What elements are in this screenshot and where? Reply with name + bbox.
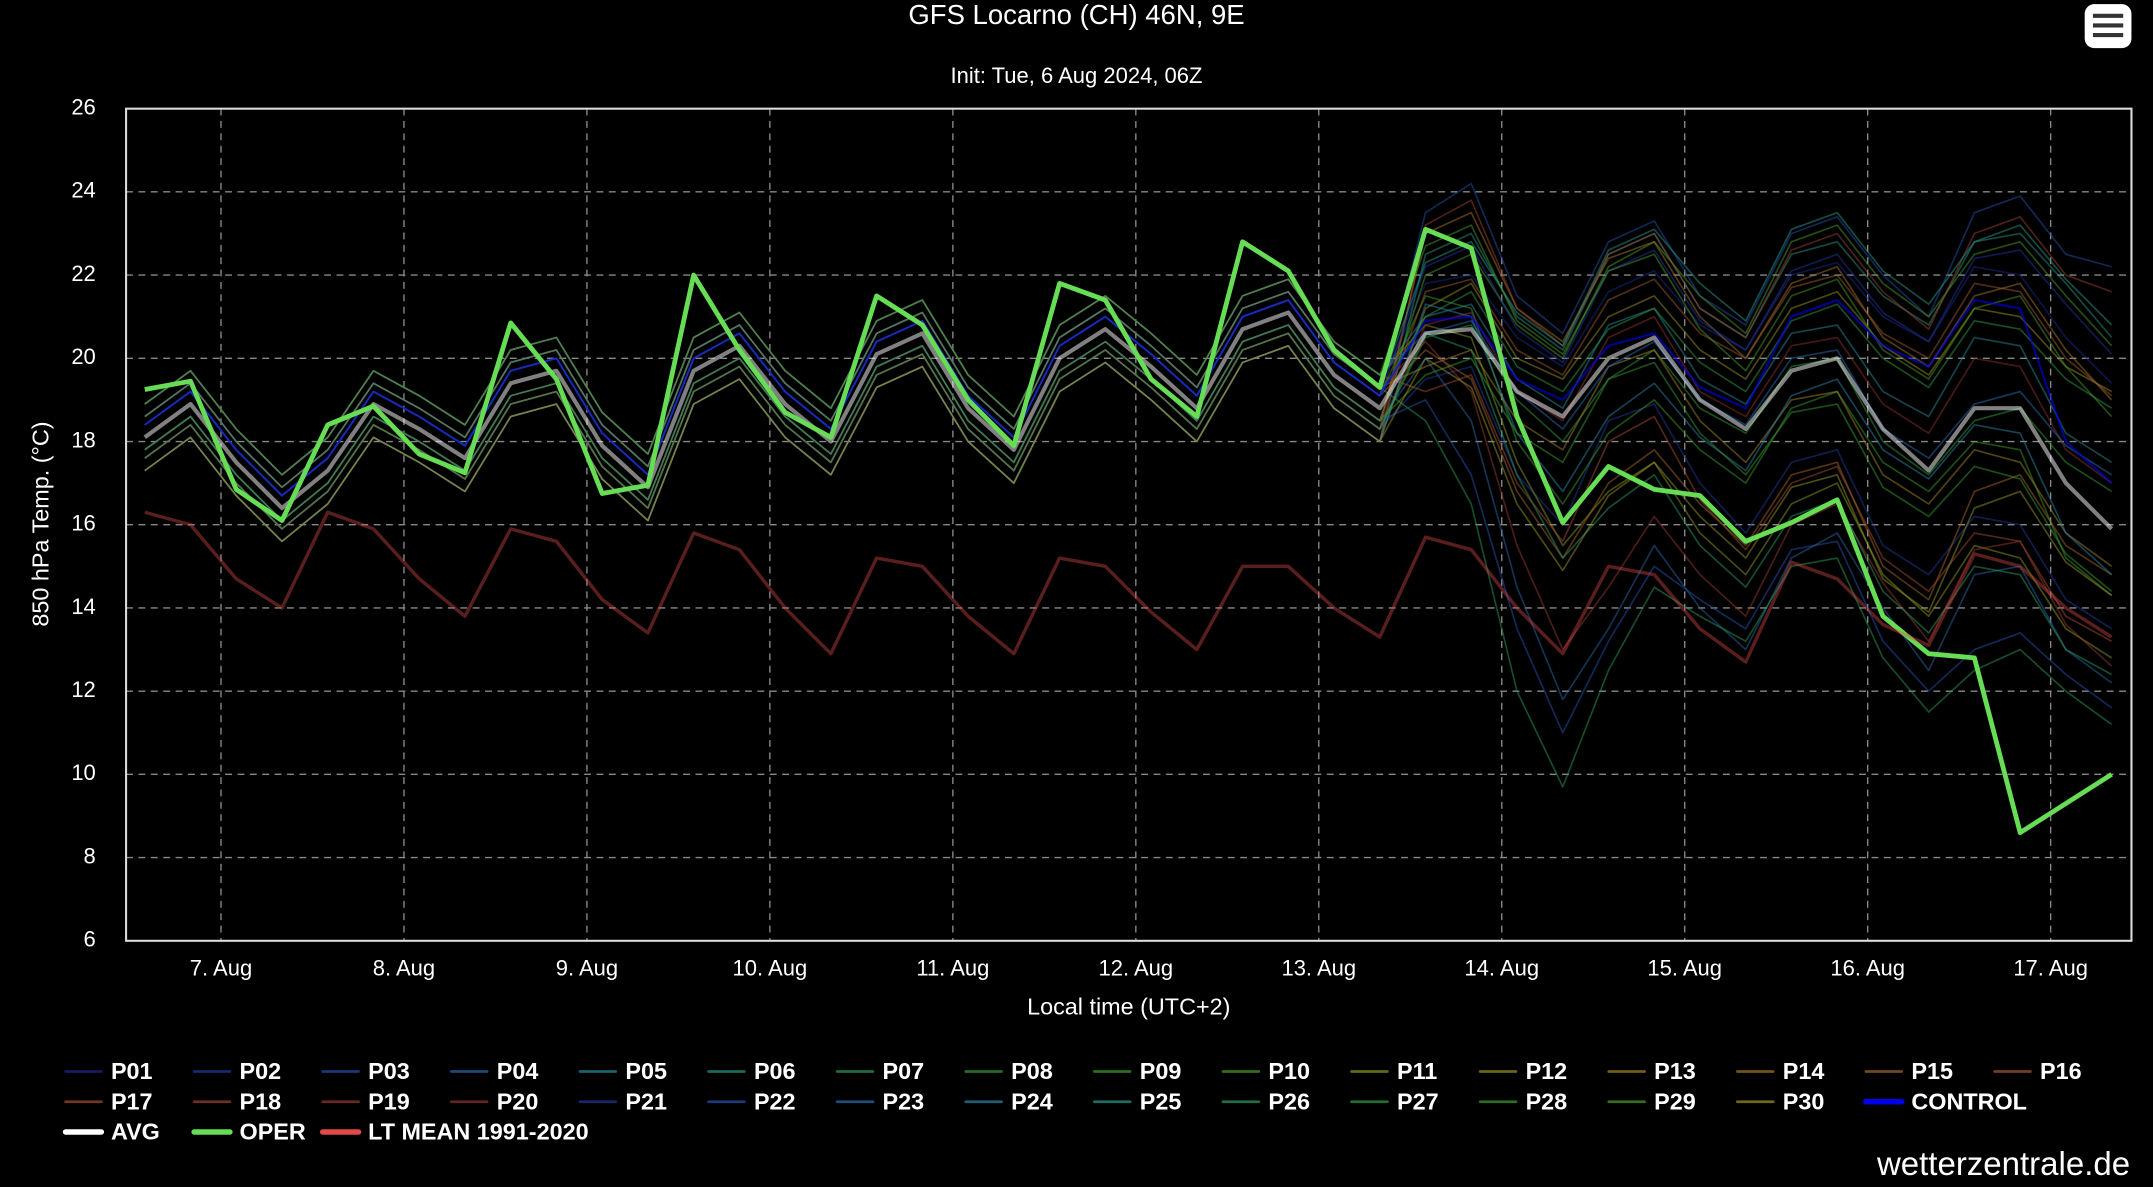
legend-label: P20 xyxy=(497,1088,539,1114)
x-axis-label: Local time (UTC+2) xyxy=(1027,993,1230,1019)
chart-subtitle: Init: Tue, 6 Aug 2024, 06Z xyxy=(951,63,1203,88)
series-line xyxy=(144,324,2113,592)
legend-label: P02 xyxy=(240,1058,282,1084)
legend-label: AVG xyxy=(111,1119,160,1145)
series-line xyxy=(144,226,2113,836)
x-tick-label: 10. Aug xyxy=(733,955,808,980)
menu-bar xyxy=(2092,13,2124,18)
legend: P01 P02 P03 P04 P05 P06 P07 P08 P09 P10 P11 P12 P13 P… xyxy=(62,1058,2082,1145)
series-line xyxy=(144,344,2113,613)
legend-label: CONTROL xyxy=(1911,1088,2027,1114)
x-tick-label: 8. Aug xyxy=(373,955,435,980)
series-line xyxy=(144,510,2113,664)
legend-label: P13 xyxy=(1654,1058,1696,1084)
legend-label: P23 xyxy=(883,1088,925,1114)
x-tick-label: 14. Aug xyxy=(1464,955,1539,980)
y-tick-label: 18 xyxy=(71,427,95,452)
legend-label: P19 xyxy=(368,1088,410,1114)
legend-label: P06 xyxy=(754,1058,796,1084)
legend-label: P10 xyxy=(1268,1058,1310,1084)
legend-label: P11 xyxy=(1397,1058,1437,1084)
x-tick-label: 12. Aug xyxy=(1098,955,1173,980)
credit: wetterzentrale.de xyxy=(1876,1145,2130,1182)
x-tick-label: 9. Aug xyxy=(556,955,618,980)
legend-label: P03 xyxy=(368,1058,410,1084)
legend-label: P24 xyxy=(1011,1088,1053,1114)
legend-label: P07 xyxy=(883,1058,925,1084)
legend-label: OPER xyxy=(240,1119,306,1145)
x-tick-label: 15. Aug xyxy=(1647,955,1722,980)
y-tick-label: 24 xyxy=(71,178,95,203)
menu-button[interactable] xyxy=(2084,4,2132,49)
y-tick-label: 12 xyxy=(71,677,95,702)
legend-label: P22 xyxy=(754,1088,796,1114)
legend-label: P08 xyxy=(1011,1058,1053,1084)
legend-label: P15 xyxy=(1911,1058,1953,1084)
legend-label: P04 xyxy=(497,1058,539,1084)
x-tick-label: 7. Aug xyxy=(190,955,252,980)
y-tick-label: 16 xyxy=(71,511,95,536)
legend-label: P05 xyxy=(625,1058,667,1084)
y-tick-label: 6 xyxy=(84,927,96,952)
y-axis-label: 850 hPa Temp. (°C) xyxy=(27,421,53,626)
legend-label: P26 xyxy=(1268,1088,1310,1114)
y-tick-label: 8 xyxy=(84,843,96,868)
menu-bar xyxy=(2092,23,2124,28)
y-tick-label: 26 xyxy=(71,94,95,119)
legend-label: P25 xyxy=(1140,1088,1182,1114)
legend-label: LT MEAN 1991-2020 xyxy=(368,1119,588,1145)
y-tick-label: 10 xyxy=(71,760,95,785)
legend-label: P09 xyxy=(1140,1058,1182,1084)
y-tick-label: 20 xyxy=(71,344,95,369)
legend-label: P12 xyxy=(1526,1058,1568,1084)
legend-label: P27 xyxy=(1397,1088,1439,1114)
legend-label: P29 xyxy=(1654,1088,1696,1114)
plot-frame xyxy=(125,107,2133,942)
series-line xyxy=(144,211,2113,489)
legend-label: P21 xyxy=(625,1088,667,1114)
y-tick-label: 14 xyxy=(71,594,95,619)
x-tick-label: 17. Aug xyxy=(2013,955,2088,980)
legend-label: P18 xyxy=(240,1088,282,1114)
x-tick-label: 11. Aug xyxy=(916,955,989,980)
legend-label: P14 xyxy=(1783,1058,1825,1084)
legend-label: P28 xyxy=(1526,1088,1568,1114)
series-line xyxy=(144,224,2113,476)
legend-label: P30 xyxy=(1783,1088,1825,1114)
x-tick-label: 16. Aug xyxy=(1830,955,1905,980)
menu-bar xyxy=(2092,33,2124,38)
legend-label: P17 xyxy=(111,1088,153,1114)
legend-label: P01 xyxy=(111,1058,153,1084)
legend-label: P16 xyxy=(2040,1058,2082,1084)
y-tick-label: 22 xyxy=(71,261,95,286)
x-tick-label: 13. Aug xyxy=(1281,955,1356,980)
chart-title: GFS Locarno (CH) 46N, 9E xyxy=(908,0,1244,30)
